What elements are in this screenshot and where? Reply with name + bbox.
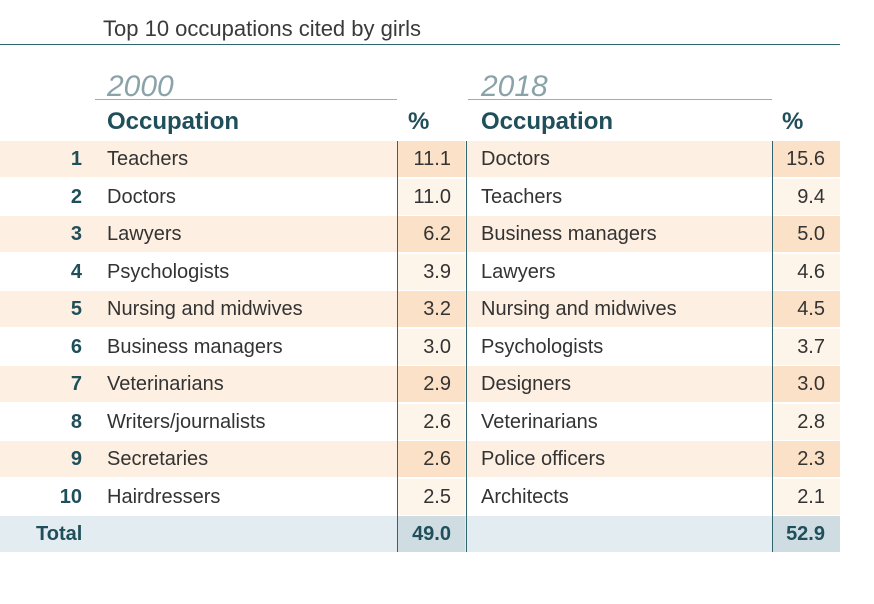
pct-2000: 3.2	[423, 298, 451, 320]
pct-2018: 3.7	[797, 335, 825, 358]
pct-cell-bg-2018	[772, 403, 840, 440]
occupation-2000: Nursing and midwives	[107, 298, 303, 320]
rank-number: 7	[70, 373, 82, 395]
pct-cell-bg-2018	[772, 366, 840, 402]
rank-number: 8	[70, 410, 82, 433]
total-pct-box-2018	[772, 516, 840, 552]
pct-cell-bg-2000	[397, 441, 465, 477]
occupation-2018: Police officers	[481, 448, 606, 470]
pct-cell-bg-2018	[772, 291, 840, 327]
rank-number: 5	[70, 298, 82, 320]
pct-cell-bg-2018	[772, 328, 840, 365]
occupation-2018: Doctors	[481, 148, 550, 170]
table-row: 2 Doctors 11.0 Teachers 9.4	[0, 178, 840, 215]
rank-number: 9	[70, 448, 82, 470]
total-pct-2018: 52.9	[786, 523, 825, 545]
occupation-2018: Designers	[481, 373, 572, 395]
occupation-2018: Psychologists	[481, 335, 604, 358]
total-label: Total	[36, 523, 83, 545]
pct-cell-bg-2000	[397, 178, 465, 215]
occupation-2018: Business managers	[481, 223, 657, 245]
pct-2000: 2.5	[423, 485, 451, 508]
occupation-2000: Secretaries	[107, 448, 209, 470]
pct-cell-bg-2000	[397, 141, 465, 177]
pct-cell-bg-2000	[397, 403, 465, 440]
occupation-2018: Teachers	[481, 185, 563, 208]
column-divider-left	[397, 141, 398, 552]
pct-cell-bg-2018	[772, 478, 840, 515]
pct-2000: 2.6	[423, 410, 451, 433]
pct-cell-bg-2018	[772, 253, 840, 290]
total-row: Total 49.0 52.9	[0, 516, 840, 552]
total-pct-box-2000	[397, 516, 465, 552]
column-divider-middle	[466, 141, 467, 552]
pct-2018: 4.5	[797, 298, 825, 320]
pct-cell-bg-2000	[397, 366, 465, 402]
pct-cell-bg-2018	[772, 178, 840, 215]
pct-cell-bg-2018	[772, 216, 840, 252]
title-rule	[0, 44, 840, 45]
header-occupation-2000: Occupation	[107, 108, 240, 135]
pct-cell-bg-2000	[397, 328, 465, 365]
year-2018: 2018	[481, 70, 548, 103]
table-row: 4 Psychologists 3.9 Lawyers 4.6	[0, 253, 840, 290]
table-row: 8 Writers/journalists 2.6 Veterinarians 2.8	[0, 403, 840, 440]
pct-cell-bg-2000	[397, 253, 465, 290]
occupation-2018: Nursing and midwives	[481, 298, 677, 320]
column-divider-right	[772, 141, 773, 552]
rank-number: 2	[70, 185, 82, 208]
year-2000: 2000	[107, 70, 174, 103]
rank-number: 3	[70, 223, 82, 245]
pct-cell-bg-2000	[397, 291, 465, 327]
table-row: 3 Lawyers 6.2 Business managers 5.0	[0, 216, 840, 252]
header-occupation-2018: Occupation	[481, 108, 614, 135]
pct-2000: 3.0	[423, 335, 451, 358]
rank-number: 6	[70, 335, 82, 358]
total-pct-2000: 49.0	[412, 523, 451, 545]
pct-2018: 9.4	[797, 185, 825, 208]
pct-2000: 3.9	[423, 260, 451, 283]
table-row: 6 Business managers 3.0 Psychologists 3.7	[0, 328, 840, 365]
table-row: 7 Veterinarians 2.9 Designers 3.0	[0, 366, 840, 402]
rank-number: 10	[59, 485, 82, 508]
rank-number: 4	[70, 260, 82, 283]
pct-cell-bg-2018	[772, 441, 840, 477]
pct-2000: 2.6	[423, 448, 451, 470]
pct-2018: 2.1	[797, 485, 825, 508]
table-row: 5 Nursing and midwives 3.2 Nursing and midw…	[0, 291, 840, 327]
pct-2018: 15.6	[786, 148, 825, 170]
occupation-2000: Writers/journalists	[107, 410, 266, 433]
pct-2000: 11.1	[413, 148, 451, 170]
header-pct-2018: %	[782, 108, 804, 135]
header-pct-2000: %	[408, 108, 430, 135]
pct-2018: 5.0	[797, 223, 825, 245]
table-row: 1 Teachers 11.1 Doctors 15.6	[0, 141, 840, 177]
pct-2000: 6.2	[423, 223, 451, 245]
pct-cell-bg-2000	[397, 478, 465, 515]
table-row: 10 Hairdressers 2.5 Architects 2.1	[0, 478, 840, 515]
rank-number: 1	[70, 148, 82, 170]
occupation-2018: Veterinarians	[481, 410, 598, 433]
pct-2018: 2.3	[797, 448, 825, 470]
occupation-2018: Lawyers	[481, 260, 556, 283]
pct-cell-bg-2000	[397, 216, 465, 252]
pct-2000: 2.9	[423, 373, 451, 395]
table-row: 9 Secretaries 2.6 Police officers 2.3	[0, 441, 840, 477]
occupation-2000: Lawyers	[107, 223, 182, 245]
year-2018-rule	[468, 99, 772, 100]
occupation-2000: Veterinarians	[107, 373, 224, 395]
pct-2000: 11.0	[413, 185, 451, 208]
occupation-2018: Architects	[481, 485, 569, 508]
year-2000-rule	[95, 99, 397, 100]
pct-2018: 4.6	[797, 260, 825, 283]
page-title: Top 10 occupations cited by girls	[103, 16, 421, 41]
occupation-2000: Teachers	[107, 148, 189, 170]
pct-2018: 3.0	[797, 373, 825, 395]
occupation-2000: Business managers	[107, 335, 283, 358]
occupation-2000: Hairdressers	[107, 485, 221, 508]
occupation-2000: Doctors	[107, 185, 176, 208]
pct-2018: 2.8	[797, 410, 825, 433]
occupation-2000: Psychologists	[107, 260, 230, 283]
pct-cell-bg-2018	[772, 141, 840, 177]
